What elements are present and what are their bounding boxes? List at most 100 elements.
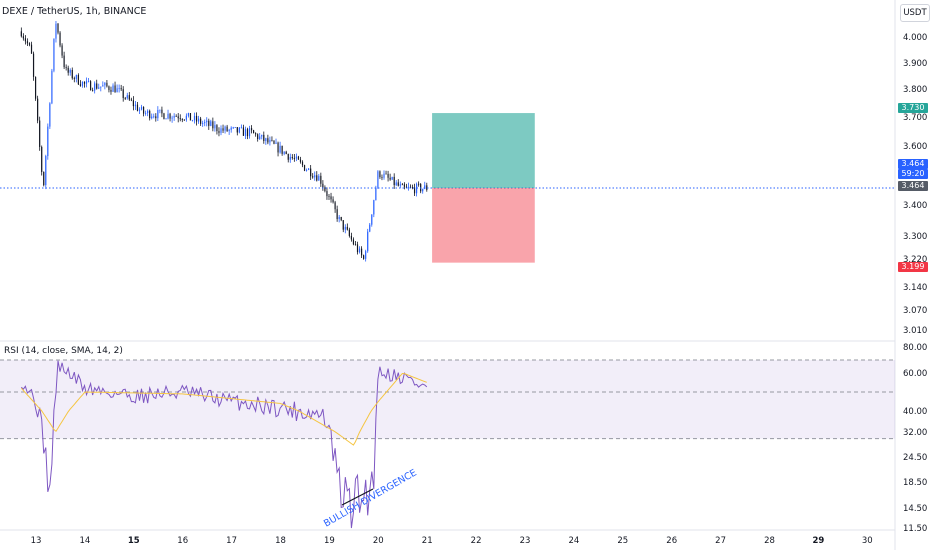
candle-body <box>142 106 145 114</box>
candle-body <box>177 116 179 119</box>
candle-body <box>197 118 200 122</box>
candle-body <box>104 82 106 86</box>
time-tick-label: 29 <box>812 536 824 546</box>
candle-body <box>100 86 102 88</box>
loss-zone <box>432 188 535 263</box>
candle-body <box>354 244 357 246</box>
time-tick-label: 28 <box>764 536 775 546</box>
candle-body <box>269 139 271 143</box>
candle-body <box>75 75 77 79</box>
candle-body <box>242 127 245 136</box>
candle-body <box>416 183 418 194</box>
candle-body <box>263 134 265 141</box>
candle-body <box>373 200 375 215</box>
candle-body <box>185 115 187 120</box>
candle-body <box>151 116 153 119</box>
rsi-tick-label: 11.50 <box>903 524 927 534</box>
candle-body <box>381 177 383 178</box>
time-tick-label: 14 <box>79 536 90 546</box>
time-tick-label: 20 <box>373 536 384 546</box>
candle-body <box>202 123 204 124</box>
target-price-badge: 3.730 <box>898 103 928 113</box>
candle-body <box>61 45 63 56</box>
currency-button[interactable]: USDT <box>900 4 930 22</box>
countdown-badge: 59:20 <box>898 169 928 179</box>
last-price-badge: 3.464 <box>898 159 928 169</box>
candle-body <box>41 146 43 172</box>
candle-body <box>275 142 277 144</box>
candle-body <box>228 129 230 132</box>
time-tick-label: 16 <box>177 536 188 546</box>
candle-body <box>106 82 108 87</box>
candle-body <box>253 130 255 134</box>
candle-body <box>96 83 98 89</box>
divergence-label: BULLISH DIVERGENCE <box>322 467 419 529</box>
candle-body <box>81 81 84 86</box>
candle-body <box>350 235 353 240</box>
candle-body <box>261 134 263 137</box>
rsi-title[interactable]: RSI (14, close, SMA, 14, 2) <box>4 346 123 356</box>
time-tick-label: 21 <box>422 536 433 546</box>
price-tick-label: 3.010 <box>903 326 927 336</box>
candle-body <box>59 32 61 46</box>
price-tick-label: 4.000 <box>903 33 927 43</box>
candle-body <box>112 85 114 92</box>
candle-body <box>308 168 310 170</box>
candle-body <box>159 109 161 111</box>
time-tick-label: 22 <box>471 536 482 546</box>
candle-body <box>397 182 399 186</box>
candle-body <box>330 196 332 200</box>
candle-body <box>265 138 267 141</box>
candle-body <box>336 209 338 220</box>
candle-body <box>305 169 308 171</box>
candle-body <box>126 95 128 99</box>
candle-body <box>167 113 169 119</box>
candle-body <box>236 127 238 133</box>
candle-body <box>409 186 412 188</box>
candle-body <box>134 104 137 107</box>
time-tick-label: 24 <box>568 536 579 546</box>
candle-body <box>136 104 139 111</box>
candle-body <box>318 175 320 181</box>
candle-body <box>285 151 287 154</box>
stop-price-badge: 3.199 <box>898 262 928 272</box>
candle-body <box>250 128 253 131</box>
rsi-tick-label: 80.00 <box>903 343 927 353</box>
time-tick-label: 25 <box>617 536 628 546</box>
candle-body <box>257 134 259 139</box>
rsi-tick-label: 14.50 <box>903 504 927 514</box>
candle-body <box>71 69 73 79</box>
candle-body <box>230 127 232 130</box>
candle-body <box>299 159 302 162</box>
candle-body <box>214 125 216 129</box>
candle-body <box>183 119 185 121</box>
price-tick-label: 3.600 <box>903 142 927 152</box>
candle-body <box>153 116 155 118</box>
candle-body <box>310 168 312 177</box>
price-tick-label: 3.800 <box>903 85 927 95</box>
rsi-line <box>20 360 428 529</box>
candle-body <box>271 139 273 141</box>
candle-body <box>289 157 291 160</box>
candle-body <box>344 226 346 230</box>
candle-body <box>157 109 159 119</box>
candle-body <box>405 186 408 188</box>
rsi-ma-line <box>20 372 427 446</box>
candle-body <box>407 186 410 188</box>
candle-body <box>338 216 340 220</box>
candle-body <box>206 120 208 123</box>
candle-body <box>324 187 326 192</box>
candle-body <box>322 183 324 188</box>
candle-body <box>122 89 124 98</box>
candle-body <box>346 226 348 230</box>
candle-body <box>92 90 94 92</box>
candle-body <box>246 129 249 137</box>
candle-body <box>277 142 279 153</box>
candle-body <box>85 81 88 84</box>
candle-body <box>171 117 173 119</box>
time-tick-label: 18 <box>275 536 286 546</box>
symbol-title[interactable]: DEXE / TetherUS, 1h, BINANCE <box>2 6 147 17</box>
candle-body <box>426 185 428 190</box>
candle-body <box>240 127 242 129</box>
